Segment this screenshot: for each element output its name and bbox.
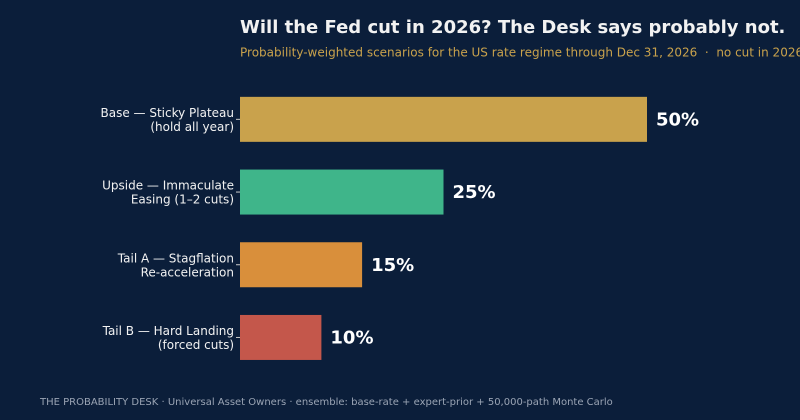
y-tick-label: Easing (1–2 cuts) — [131, 193, 234, 207]
y-tick-label: Tail A — Stagflation — [117, 251, 234, 265]
bar — [240, 314, 322, 360]
y-tick-label: Re-acceleration — [141, 265, 234, 279]
value-label: 15% — [371, 255, 414, 276]
value-label: 50% — [656, 109, 699, 130]
bar — [240, 242, 363, 288]
y-tick-label: Base — Sticky Plateau — [100, 106, 234, 120]
footer: THE PROBABILITY DESK · Universal Asset O… — [39, 397, 613, 408]
bar — [240, 96, 647, 142]
y-tick-label: Tail B — Hard Landing — [102, 324, 234, 338]
chart-title: Will the Fed cut in 2026? The Desk says … — [240, 17, 785, 38]
y-tick-label: (forced cuts) — [158, 338, 234, 352]
bar — [240, 169, 444, 215]
value-label: 10% — [330, 327, 373, 348]
chart-subtitle: Probability-weighted scenarios for the U… — [240, 46, 800, 60]
y-tick-label: (hold all year) — [150, 120, 234, 134]
value-label: 25% — [453, 182, 496, 203]
y-tick-label: Upside — Immaculate — [102, 179, 234, 193]
